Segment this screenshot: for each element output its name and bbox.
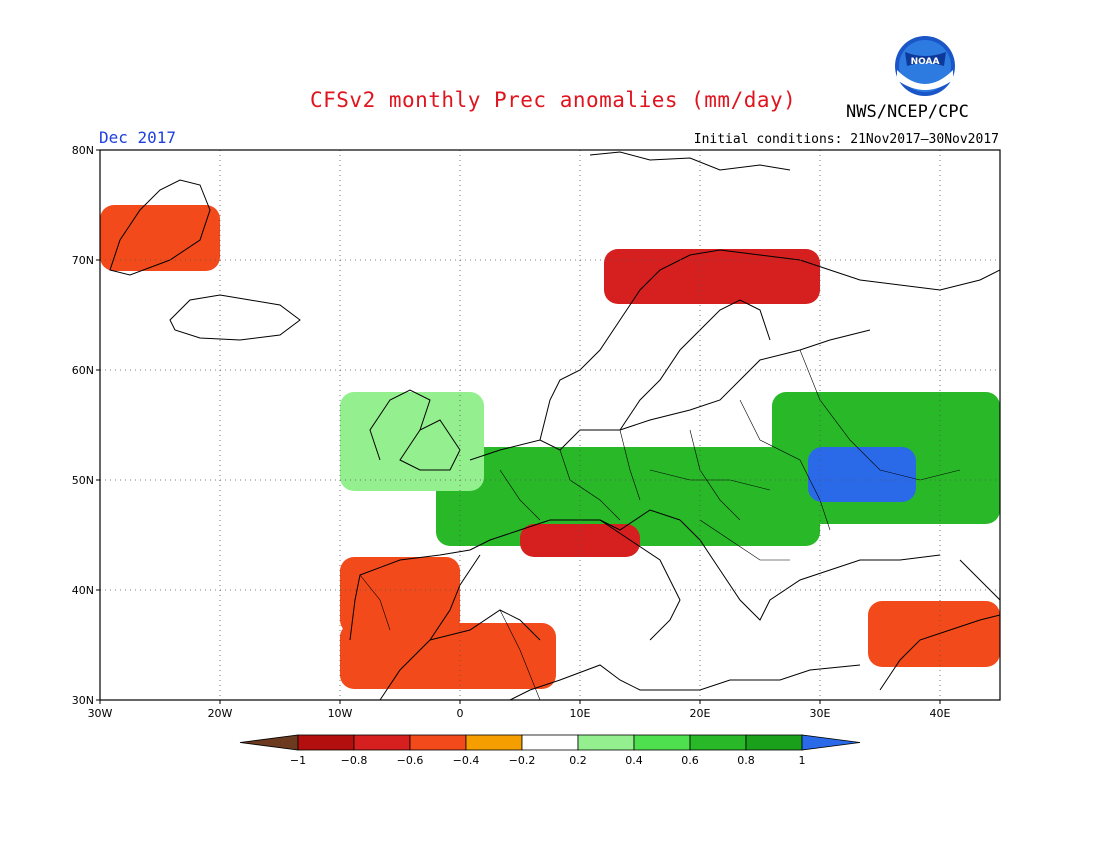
lon-tick-label: 30E	[810, 707, 831, 720]
legend-tick-label: −0.4	[453, 754, 480, 767]
coastlines	[109, 151, 1000, 700]
legend-tick-label: 0.2	[569, 754, 587, 767]
legend-arrow-low	[239, 734, 299, 751]
lon-tick-label: 20W	[208, 707, 233, 720]
legend-swatch	[465, 734, 523, 751]
legend-swatch	[521, 734, 579, 751]
map-frame	[99, 149, 1001, 701]
legend-swatch	[689, 734, 747, 751]
legend-tick-label: 0.4	[625, 754, 643, 767]
lat-tick-label: 30N	[72, 694, 94, 707]
lat-tick-label: 60N	[72, 364, 94, 377]
anomaly-patch-middle-east-dry	[868, 601, 1000, 667]
noaa-logo-text: NOAA	[911, 57, 940, 67]
legend-tick-label: −0.8	[341, 754, 368, 767]
legend-tick-label: −1	[290, 754, 306, 767]
legend-swatch	[409, 734, 467, 751]
anomaly-patch-iberia-dry	[340, 557, 460, 634]
map-title: CFSv2 monthly Prec anomalies (mm/day)	[310, 88, 797, 112]
lat-tick-label: 40N	[72, 584, 94, 597]
legend-tick-label: −0.2	[509, 754, 536, 767]
anomaly-patch-greenland-dry	[100, 205, 220, 271]
legend-tick-label: 0.8	[737, 754, 755, 767]
initial-conditions-label: Initial conditions: 21Nov2017–30Nov2017	[693, 132, 999, 147]
legend-tick-label: 1	[799, 754, 806, 767]
valid-month-label: Dec 2017	[99, 128, 177, 147]
colorbar-legend: −1 −0.8 −0.6 −0.4 −0.2 0.2 0.4 0.6 0.8 1	[239, 734, 861, 767]
anomaly-patch-norway-coast-dry	[604, 249, 820, 304]
lat-tick-label: 50N	[72, 474, 94, 487]
anomaly-layer	[100, 205, 1000, 689]
graticule	[100, 150, 1000, 700]
legend-swatch	[353, 734, 411, 751]
lon-tick-label: 10E	[570, 707, 591, 720]
legend-swatch	[577, 734, 635, 751]
lon-tick-label: 40E	[930, 707, 951, 720]
legend-swatch	[745, 734, 803, 751]
lon-tick-label: 10W	[328, 707, 353, 720]
anomaly-patch-ukraine-russia-max	[808, 447, 916, 502]
noaa-logo-icon: NOAA	[895, 36, 955, 96]
lon-tick-label: 0	[457, 707, 464, 720]
legend-tick-label: 0.6	[681, 754, 699, 767]
legend-swatch	[297, 734, 355, 751]
legend-arrow-high	[801, 734, 861, 751]
anomaly-patch-central-europe-wet	[436, 447, 820, 546]
anomaly-patch-north-africa-dry	[340, 623, 556, 689]
lon-tick-label: 20E	[690, 707, 711, 720]
agency-label: NWS/NCEP/CPC	[846, 102, 969, 122]
legend-tick-label: −0.6	[397, 754, 424, 767]
lat-tick-label: 80N	[72, 144, 94, 157]
lat-tick-label: 70N	[72, 254, 94, 267]
legend-swatch	[633, 734, 691, 751]
lon-tick-label: 30W	[88, 707, 113, 720]
